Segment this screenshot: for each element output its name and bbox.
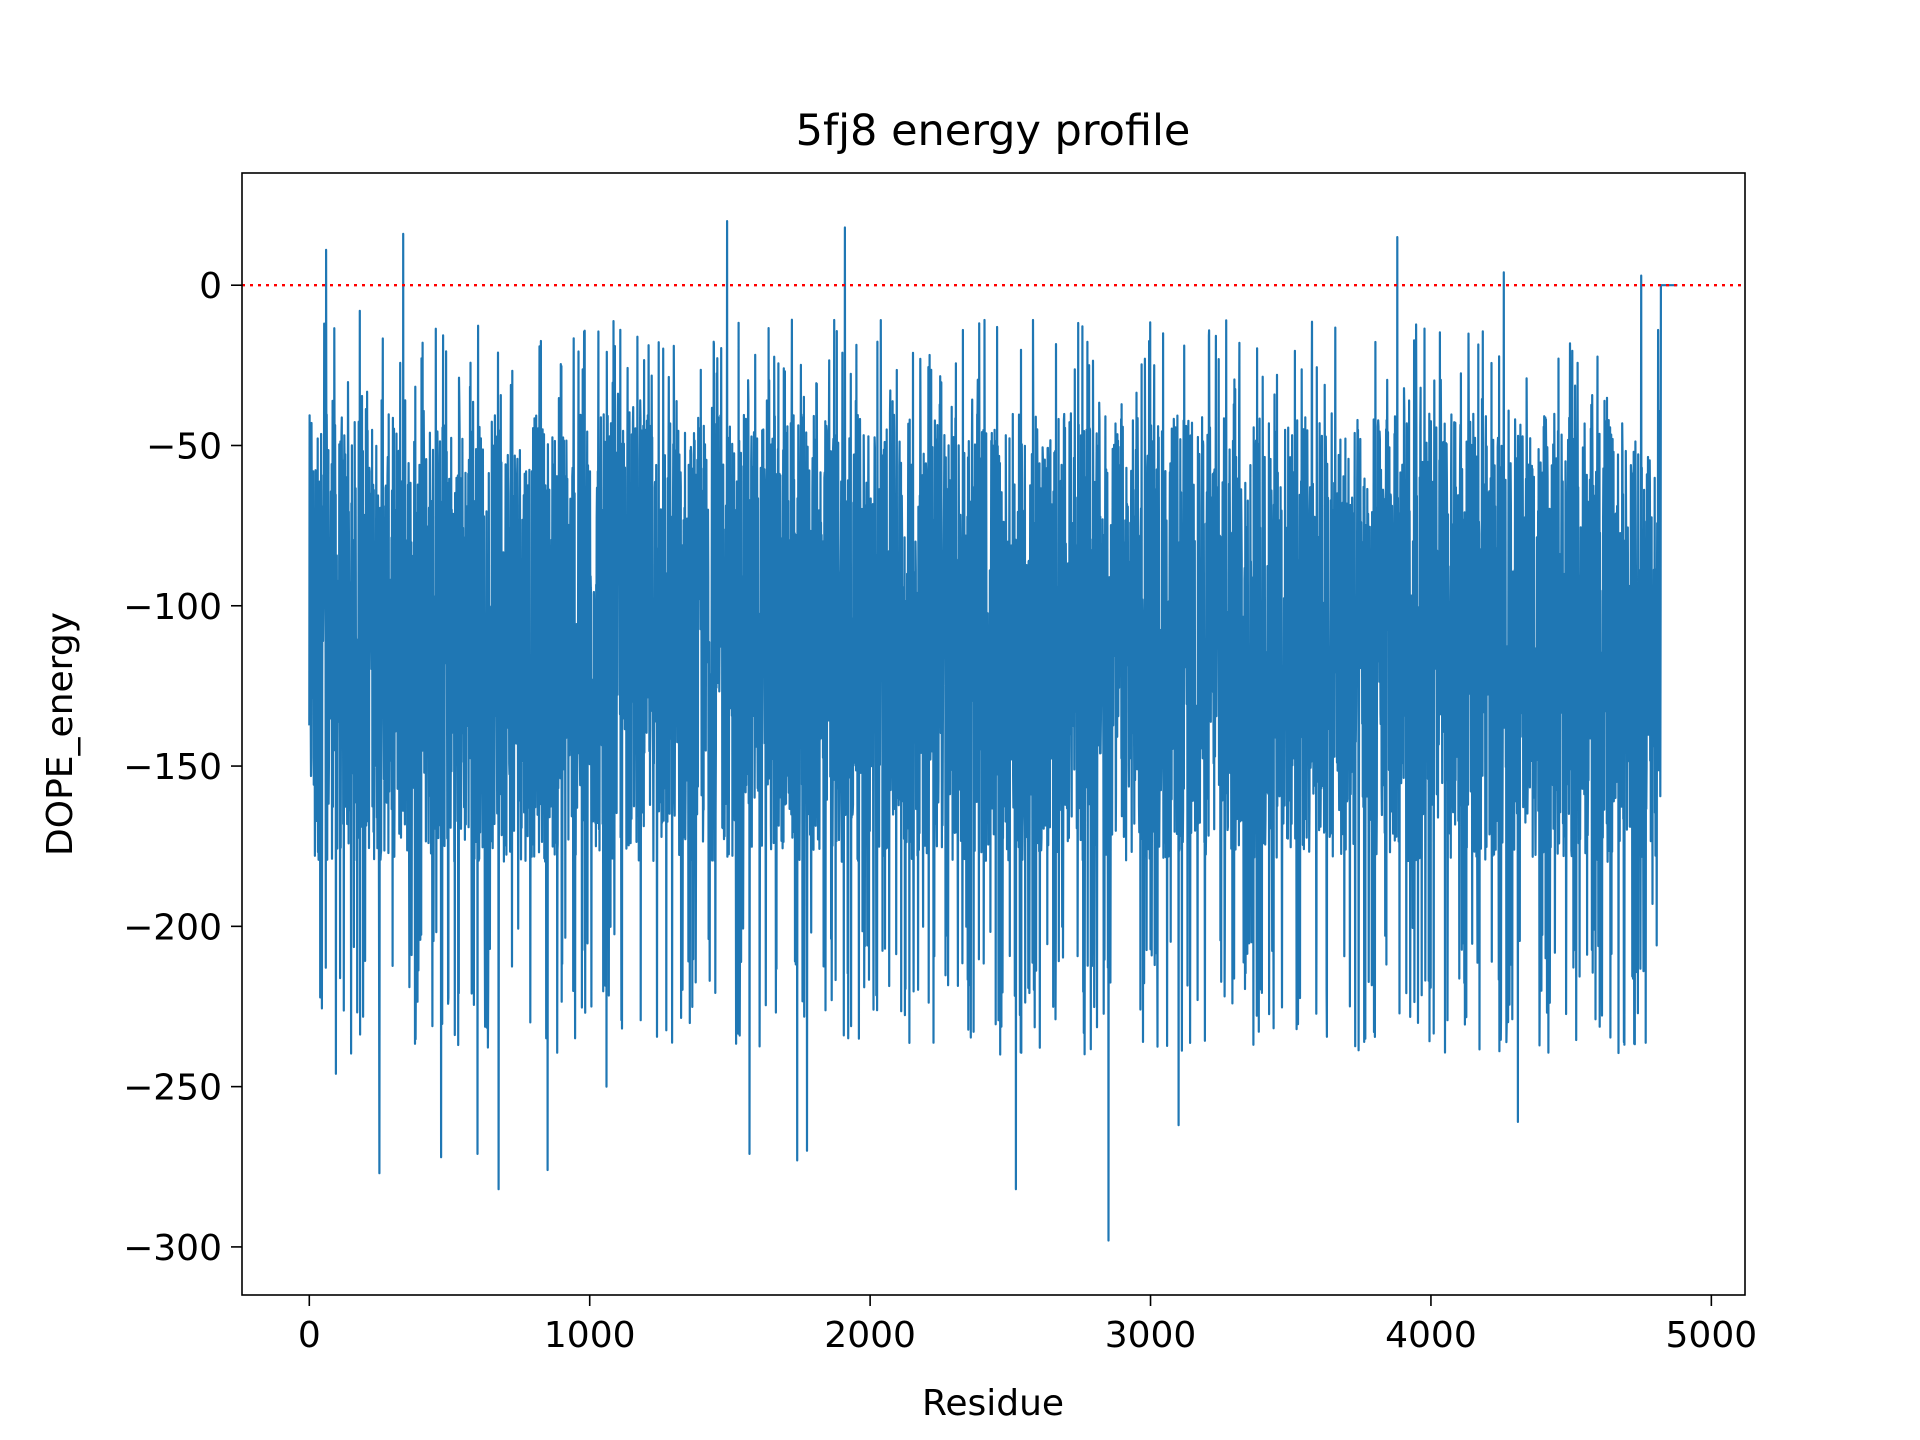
x-tick-label: 4000 <box>1385 1315 1477 1356</box>
x-tick-label: 0 <box>298 1315 321 1356</box>
y-tick-label: −300 <box>123 1228 222 1269</box>
y-tick-label: −200 <box>123 907 222 948</box>
y-tick-label: −250 <box>123 1068 222 1109</box>
plot-frame <box>241 172 1746 1296</box>
x-axis-label: Residue <box>922 1383 1064 1424</box>
x-tick-label: 5000 <box>1666 1315 1758 1356</box>
y-tick-label: −50 <box>146 426 222 467</box>
series-line <box>308 220 1679 1242</box>
y-tick-label: 0 <box>199 266 222 307</box>
chart-title: 5fj8 energy profile <box>796 106 1191 156</box>
x-tick-label: 2000 <box>824 1315 916 1356</box>
y-axis-label: DOPE_energy <box>40 612 81 856</box>
y-tick-label: −150 <box>123 747 222 788</box>
x-tick-label: 3000 <box>1105 1315 1197 1356</box>
y-tick-label: −100 <box>123 587 222 628</box>
x-tick-label: 1000 <box>544 1315 636 1356</box>
